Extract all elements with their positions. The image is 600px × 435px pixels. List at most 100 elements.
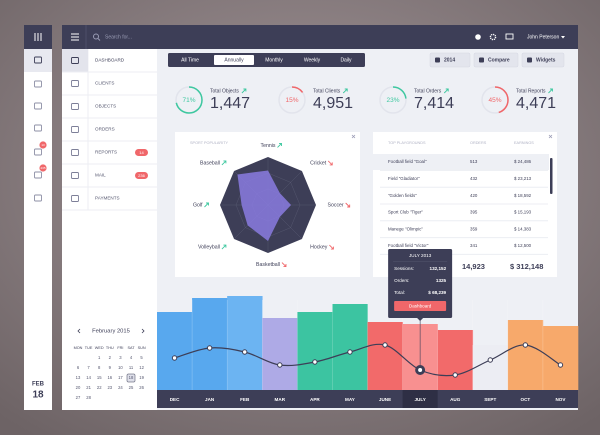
month-label[interactable]: DEC [170,397,180,402]
nav-label[interactable]: REPORTS [95,150,117,155]
calendar-day[interactable]: 9 [109,365,112,370]
calendar-day[interactable]: 8 [98,365,101,370]
month-label[interactable]: MAY [345,397,355,402]
month-label[interactable]: JAN [205,397,215,402]
calendar-day[interactable]: 28 [86,395,91,400]
tooltip-button-label[interactable]: Dashboard [409,304,432,309]
sidebar-icon[interactable] [34,80,42,88]
calendar-day[interactable]: 15 [97,375,102,380]
nav-icon[interactable] [71,195,79,202]
month-label[interactable]: SEPT [484,397,496,402]
line-point[interactable] [522,342,529,348]
calendar-day[interactable]: 5 [140,355,143,360]
calendar-day[interactable]: 12 [139,365,144,370]
table-cell: 432 [470,176,478,181]
calendar-weekday: SUN [138,346,146,350]
tab[interactable]: All Time [181,58,199,64]
sidebar-icon[interactable] [34,148,42,156]
nav-label[interactable]: OBJECTS [95,104,116,109]
calendar-next[interactable] [141,328,145,334]
nav-icon[interactable] [71,126,79,133]
month-label[interactable]: OCT [521,397,531,402]
sidebar-icon[interactable] [34,56,42,64]
line-point[interactable] [452,372,458,378]
calendar-day[interactable]: 26 [139,385,144,390]
toolbar-button-label[interactable]: 2014 [444,58,455,64]
month-label[interactable]: MAR [275,397,286,402]
calendar-day[interactable]: 18 [129,375,134,380]
calendar-day[interactable]: 14 [86,375,91,380]
month-label[interactable]: FEB [240,397,250,402]
month-label[interactable]: JUNE [379,397,391,402]
nav-icon[interactable] [71,172,79,179]
calendar-day[interactable]: 20 [76,385,81,390]
nav-icon[interactable] [71,103,79,110]
line-point[interactable] [206,345,213,351]
month-label[interactable]: AUG [450,397,461,402]
toolbar-button[interactable] [473,52,519,68]
sidebar-icon[interactable] [34,102,42,110]
calendar-day[interactable]: 11 [129,365,134,370]
tab[interactable]: Monthly [265,58,283,64]
nav-icon[interactable] [71,149,79,156]
nav-label[interactable]: ORDERS [95,127,115,132]
line-point[interactable] [242,349,248,355]
table-scrollbar[interactable] [550,158,553,194]
line-point[interactable] [487,357,493,363]
month-label[interactable]: NOV [555,397,566,402]
nav-label[interactable]: CLIENTS [95,81,114,86]
tooltip-button[interactable] [394,301,447,311]
calendar-day[interactable]: 1 [98,355,101,360]
radar-close[interactable] [351,134,356,139]
calendar-prev[interactable] [77,328,81,334]
nav-label[interactable]: MAIL [95,173,106,178]
menu-icon[interactable] [71,33,79,41]
sidebar-icon[interactable] [34,194,42,202]
month-label[interactable]: JULY [414,397,425,402]
toolbar-button-label[interactable]: Compare [488,58,510,64]
line-point[interactable] [171,355,178,361]
line-point[interactable] [277,362,283,368]
settings-icon[interactable] [489,33,497,41]
calendar-day[interactable]: 21 [86,385,91,390]
nav-icon[interactable] [71,57,79,64]
calendar-day[interactable]: 4 [130,355,133,360]
info-icon[interactable] [475,34,481,40]
nav-label[interactable]: DASHBOARD [95,58,125,63]
calendar-day[interactable]: 25 [129,385,134,390]
radar-area [237,170,292,241]
calendar-day[interactable]: 17 [118,375,123,380]
tab[interactable]: Annually [224,58,244,64]
calendar-day[interactable]: 10 [118,365,123,370]
sidebar-icon[interactable] [34,124,42,132]
calendar-day[interactable]: 6 [77,365,80,370]
calendar-day[interactable]: 2 [109,355,112,360]
calendar-day[interactable]: 27 [76,395,81,400]
calendar-day[interactable]: 22 [97,385,102,390]
calendar-day[interactable]: 7 [87,365,90,370]
calendar-day[interactable]: 23 [107,385,112,390]
calendar-day[interactable]: 3 [119,355,122,360]
line-point[interactable] [312,359,318,365]
user-name[interactable]: John Peterson [527,34,559,40]
nav-label[interactable]: PAYMENTS [95,196,120,201]
nav-icon[interactable] [71,80,79,87]
month-label[interactable]: APR [310,397,320,402]
user-caret[interactable] [561,36,565,39]
line-point[interactable] [557,362,564,368]
line-point[interactable] [382,342,388,348]
search-input[interactable]: Search for... [105,34,132,40]
line-point[interactable] [347,349,353,355]
calendar-day[interactable]: 13 [76,375,81,380]
monitor-icon[interactable] [505,33,514,40]
calendar-day[interactable]: 24 [118,385,123,390]
calendar-day[interactable]: 16 [107,375,112,380]
calendar-day[interactable]: 19 [139,375,144,380]
toolbar-button[interactable] [521,52,565,68]
table-close[interactable] [548,134,553,139]
sidebar-icon[interactable] [34,171,42,179]
tab[interactable]: Weekly [304,58,321,64]
toolbar-button[interactable] [429,52,471,68]
tab[interactable]: Daily [340,58,352,64]
toolbar-button-label[interactable]: Widgets [536,58,556,64]
